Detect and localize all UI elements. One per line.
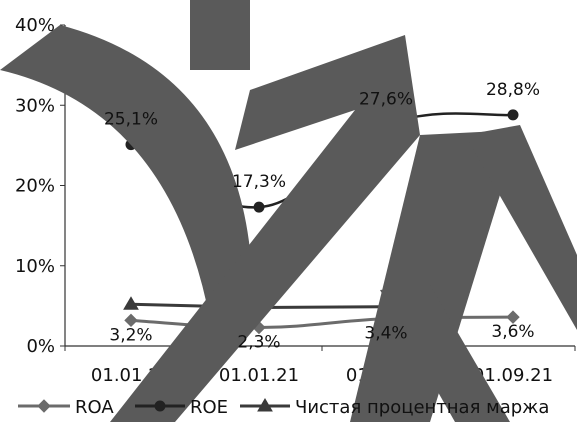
- watermark-stroke-lower: [380, 285, 510, 422]
- series-1-marker-3: [507, 109, 519, 121]
- series-0-marker-0: [124, 313, 138, 328]
- watermark-stroke-right: [350, 130, 520, 422]
- data-label-roe-3: 28,8%: [486, 80, 540, 100]
- legend-layer: ROA ROE Чистая процентная маржа: [18, 397, 549, 418]
- series-1-marker-1: [253, 201, 265, 213]
- y-tick-label: 10%: [15, 256, 55, 277]
- x-tick-label: 01.09.21: [473, 365, 553, 386]
- y-tick-label: 20%: [15, 176, 55, 197]
- x-tick-label: 01.01.21: [219, 365, 299, 386]
- y-tick-label: 40%: [15, 15, 55, 36]
- watermark-stroke-edge: [465, 125, 577, 330]
- data-label-roa-3: 3,6%: [491, 322, 534, 342]
- watermark-curve-left: [0, 25, 250, 320]
- y-tick-label: 0%: [26, 336, 55, 357]
- data-label-roa-0: 3,2%: [109, 325, 152, 345]
- data-label-roa-1: 2,3%: [237, 333, 280, 353]
- data-label-roe-0: 25,1%: [104, 110, 158, 130]
- legend-marker-0: [37, 399, 51, 413]
- series-2-marker-0: [123, 296, 139, 310]
- data-label-roe-2: 27,6%: [359, 90, 413, 110]
- data-label-roe-1: 17,3%: [232, 172, 286, 192]
- legend-label-1: ROE: [190, 397, 228, 418]
- y-tick-label: 30%: [15, 95, 55, 116]
- label-layer: 3,2% 2,3% 3,4% 3,6% 25,1% 17,3% 27,6% 28,8%: [104, 80, 540, 353]
- watermark-block-top: [190, 0, 250, 70]
- series-0-marker-3: [506, 310, 520, 324]
- legend-label-0: ROA: [75, 397, 114, 418]
- legend-marker-1: [154, 400, 166, 412]
- watermark-stroke-center: [110, 35, 420, 422]
- data-label-roa-2: 3,4%: [364, 324, 407, 344]
- legend-marker-2: [257, 398, 273, 412]
- legend-label-2: Чистая процентная маржа: [295, 397, 549, 418]
